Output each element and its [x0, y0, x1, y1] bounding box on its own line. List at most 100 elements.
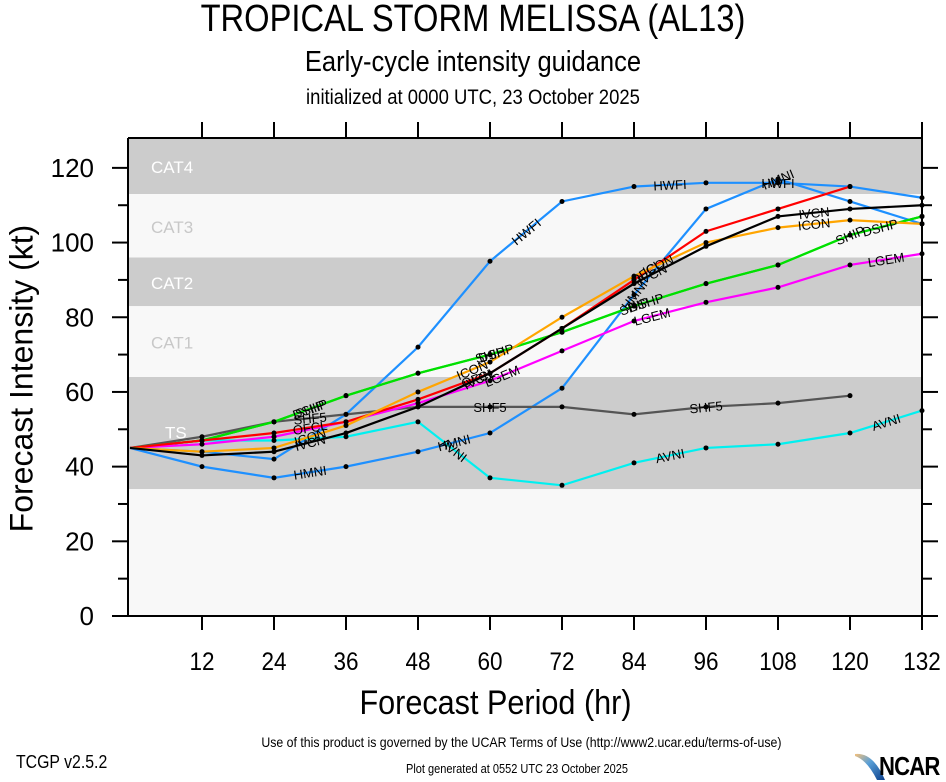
data-point-dshp — [559, 329, 565, 335]
svg-text:IVCN: IVCN — [798, 204, 830, 222]
data-point-shf5 — [775, 400, 781, 406]
y-tick-label: 60 — [65, 377, 94, 407]
series-line-dshp — [129, 215, 923, 450]
data-point-ofcl — [631, 277, 637, 283]
x-tick-label: 36 — [333, 648, 358, 676]
data-point-avni — [487, 475, 493, 481]
x-axis-label: Forecast Period (hr) — [359, 684, 632, 722]
band-cat4 — [128, 138, 922, 195]
data-point-hmni — [703, 206, 709, 212]
series-label-hwfi: HWFI — [653, 177, 687, 194]
svg-text:HMNI: HMNI — [293, 463, 328, 483]
data-point-shf5 — [559, 404, 565, 410]
series-line-avni — [129, 409, 923, 487]
data-point-dshp — [775, 262, 781, 268]
data-point-dshp — [631, 303, 637, 309]
data-point-hmni — [559, 385, 565, 391]
data-point-avni — [271, 437, 277, 443]
svg-text:OFCL: OFCL — [292, 418, 329, 438]
data-point-ofcl — [703, 228, 709, 234]
band-cat2 — [128, 257, 922, 307]
y-tick-label: 120 — [51, 153, 94, 183]
data-point-icon — [487, 359, 493, 365]
data-point-icon — [199, 449, 205, 455]
data-point-shf5 — [847, 393, 853, 399]
data-point-lgem — [559, 348, 565, 354]
band-label-cat4: CAT4 — [151, 158, 193, 177]
series-label-ofcl: OFCL — [292, 418, 329, 438]
ncar-logo-text: NCAR — [879, 751, 940, 781]
band-label-cat3: CAT3 — [151, 218, 193, 237]
data-point-hmni — [847, 198, 853, 204]
data-point-icon — [343, 423, 349, 429]
ncar-swoosh-icon — [855, 753, 885, 780]
data-point-hmni — [199, 464, 205, 470]
y-tick-label: 20 — [65, 526, 94, 556]
data-point-lgem — [415, 400, 421, 406]
x-tick-label: 48 — [405, 648, 430, 676]
data-point-ivcn — [487, 370, 493, 376]
data-point-dshp — [415, 370, 421, 376]
data-point-shf5 — [199, 434, 205, 440]
data-point-avni — [559, 482, 565, 488]
data-point-hmni — [271, 475, 277, 481]
data-point-ivcn — [271, 449, 277, 455]
x-tick-label: 72 — [549, 648, 574, 676]
data-point-ofcl — [343, 419, 349, 425]
band-ts — [128, 377, 922, 490]
terms-of-use[interactable]: Use of this product is governed by the U… — [261, 734, 782, 750]
data-point-hmni — [775, 176, 781, 182]
data-point-icon — [775, 225, 781, 231]
series-label-avni: AVNI — [654, 446, 686, 467]
data-point-shf5 — [703, 404, 709, 410]
data-point-icon — [559, 314, 565, 320]
y-tick-label: 80 — [65, 302, 94, 332]
x-tick-label: 60 — [477, 648, 502, 676]
y-tick-label: 100 — [51, 228, 94, 258]
data-point-icon — [703, 240, 709, 246]
data-point-ivcn — [199, 452, 205, 458]
data-point-lgem — [631, 318, 637, 324]
data-point-hwfi — [415, 344, 421, 350]
band-label-cat1: CAT1 — [151, 334, 193, 353]
data-point-hmni — [631, 292, 637, 298]
data-point-avni — [631, 460, 637, 466]
init-time: initialized at 0000 UTC, 23 October 2025 — [306, 86, 640, 109]
data-point-lgem — [271, 434, 277, 440]
series-line-icon — [129, 219, 923, 453]
svg-text:HWFI: HWFI — [653, 177, 687, 194]
data-point-hwfi — [271, 456, 277, 462]
data-point-icon — [631, 273, 637, 279]
data-point-ofcl — [415, 396, 421, 402]
data-point-dshp — [703, 281, 709, 287]
data-point-ivcn — [847, 206, 853, 212]
svg-text:SHF5: SHF5 — [293, 409, 328, 427]
data-point-ofcl — [847, 184, 853, 190]
data-point-icon — [847, 217, 853, 223]
data-point-avni — [703, 445, 709, 451]
data-point-hmni — [343, 464, 349, 470]
data-point-hwfi — [487, 258, 493, 264]
data-point-avni — [343, 434, 349, 440]
series-label-icon: ICON — [797, 215, 831, 233]
series-label-lgem: LGEM — [867, 250, 906, 270]
x-tick-label: 24 — [261, 648, 286, 676]
data-point-ivcn — [559, 325, 565, 331]
series-line-hmni — [129, 177, 923, 479]
series-label-ivcn: IVCN — [798, 204, 830, 222]
series-label-hwfi: HWFI — [761, 176, 794, 191]
generated-time: Plot generated at 0552 UTC 23 October 20… — [406, 762, 628, 776]
chart-subtitle: Early-cycle intensity guidance — [304, 46, 642, 78]
data-point-avni — [415, 419, 421, 425]
data-point-lgem — [487, 378, 493, 384]
series-line-lgem — [129, 252, 923, 450]
data-point-avni — [847, 430, 853, 436]
series-line-ivcn — [129, 204, 923, 457]
series-label-shf5: SHF5 — [689, 398, 724, 416]
data-point-ivcn — [703, 243, 709, 249]
y-tick-label: 0 — [80, 601, 94, 631]
data-point-icon — [415, 389, 421, 395]
chart-title: TROPICAL STORM MELISSA (AL13) — [200, 0, 746, 40]
series-label-ship: SHIP — [474, 344, 507, 366]
data-point-avni — [775, 441, 781, 447]
